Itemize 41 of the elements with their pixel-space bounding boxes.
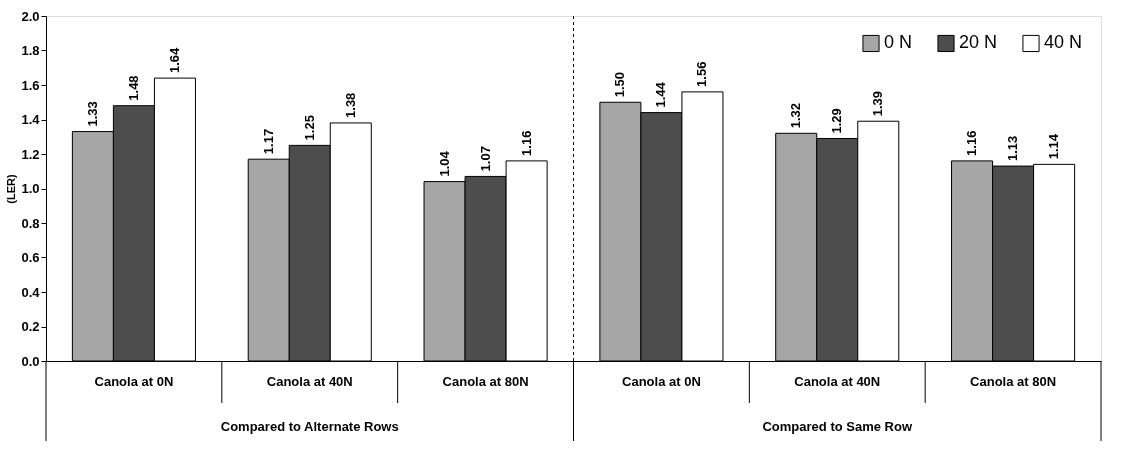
y-tick-label: 1.2 <box>21 146 40 162</box>
data-label: 1.13 <box>1005 135 1021 162</box>
x-tick-label: Canola at 0N <box>622 373 701 389</box>
data-label: 1.25 <box>301 115 317 141</box>
data-label: 1.17 <box>260 128 276 155</box>
legend-label: 40 N <box>1044 32 1083 53</box>
data-label: 1.33 <box>84 101 100 127</box>
data-label: 1.04 <box>436 150 452 177</box>
data-label: 1.29 <box>829 108 845 134</box>
y-tick-label: 2.0 <box>21 8 40 24</box>
y-axis-title: (LER) <box>5 174 18 204</box>
y-tick-label: 1.6 <box>21 77 40 93</box>
y-tick-label: 0.6 <box>21 250 40 265</box>
legend-label: 0 N <box>884 32 913 53</box>
legend-label: 20 N <box>959 32 998 53</box>
data-label: 1.14 <box>1046 133 1062 160</box>
data-label: 1.44 <box>653 81 669 108</box>
x-tick-label: Canola at 40N <box>794 373 881 389</box>
data-label: 1.56 <box>694 61 710 87</box>
data-label: 1.16 <box>518 130 534 156</box>
y-tick-label: 0.8 <box>21 215 40 231</box>
y-tick-label: 1.0 <box>21 181 40 196</box>
data-label: 1.48 <box>125 75 141 101</box>
data-label: 1.32 <box>788 102 804 129</box>
x-tick-label: Canola at 80N <box>970 373 1057 389</box>
data-label: 1.16 <box>964 130 980 156</box>
x-tick-label: Canola at 40N <box>266 373 353 389</box>
y-tick-label: 0.0 <box>21 353 40 369</box>
data-label: 1.39 <box>870 90 886 117</box>
y-tick-label: 0.2 <box>21 319 40 334</box>
data-label: 1.64 <box>166 47 182 74</box>
x-tick-label: Canola at 80N <box>442 373 529 389</box>
text: Compared to Alternate Rows <box>220 419 399 434</box>
data-label: 1.38 <box>342 92 358 118</box>
x-tick-label: Canola at 0N <box>94 373 174 389</box>
data-label: 1.07 <box>477 146 493 172</box>
y-tick-label: 0.4 <box>21 284 41 300</box>
y-tick-label: 1.8 <box>21 43 40 58</box>
data-label: 1.50 <box>612 71 628 98</box>
y-tick-label: 1.4 <box>21 112 41 127</box>
text: Compared to Same Row <box>762 419 913 434</box>
